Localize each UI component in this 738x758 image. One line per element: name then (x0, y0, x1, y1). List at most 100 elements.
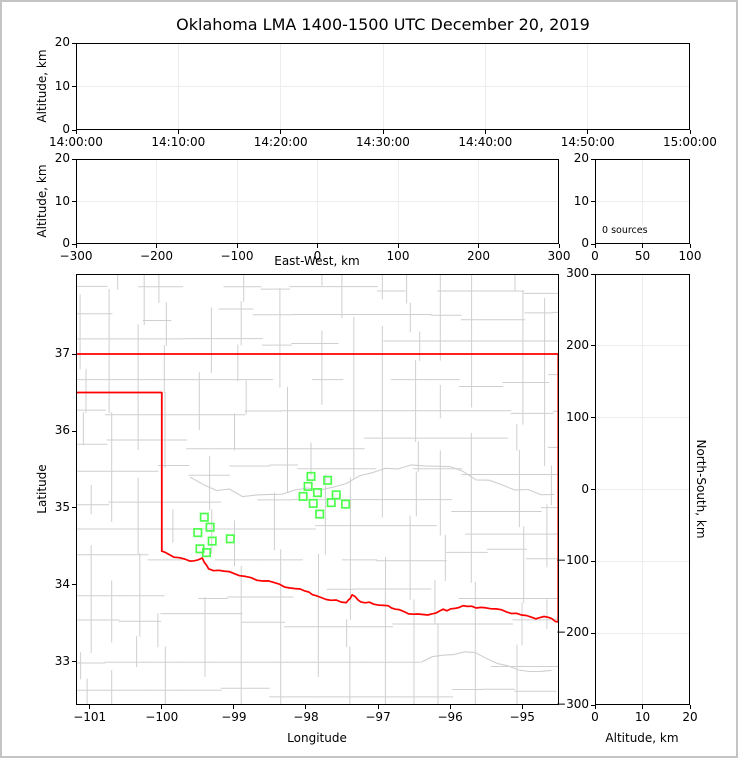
x-tick-mark (449, 705, 451, 709)
x-tick-mark (236, 244, 238, 248)
y-gridline (596, 345, 689, 347)
red-river-border (160, 550, 559, 623)
northsouth-height-panel (595, 274, 690, 705)
y-tick-mark (72, 243, 76, 245)
x-tick-label: 20 (682, 710, 698, 724)
x-tick-label: 14:40:00 (458, 135, 513, 149)
lma-station-marker (207, 536, 217, 546)
eastwest-xlabel: East-West, km (274, 254, 360, 268)
x-tick-label: 0 (313, 249, 322, 263)
x-tick-mark (161, 705, 163, 709)
y-tick-label: 34 (54, 576, 70, 591)
y-tick-mark (591, 489, 595, 490)
y-tick-mark (72, 158, 76, 160)
y-tick-label: 37 (54, 346, 70, 361)
x-tick-mark (382, 130, 384, 134)
x-tick-label: −99 (221, 710, 247, 724)
y-tick-mark (72, 661, 76, 663)
x-tick-label: −98 (293, 710, 319, 724)
x-tick-label: 14:20:00 (253, 135, 308, 149)
y-gridline (596, 632, 689, 634)
lma-station-marker (199, 512, 209, 522)
x-tick-label: −200 (140, 249, 173, 263)
lma-station-marker (205, 522, 215, 532)
lma-station-marker (303, 481, 313, 491)
y-tick-label: 33 (54, 653, 70, 668)
x-tick-label: 14:10:00 (151, 135, 206, 149)
x-tick-label: 15:00:00 (663, 135, 717, 149)
lma-station-marker (308, 498, 318, 508)
x-tick-label: 50 (634, 249, 651, 263)
x-tick-mark (305, 705, 307, 709)
y-tick-mark (72, 353, 76, 355)
y-tick-mark (72, 86, 76, 87)
lma-station-marker (341, 499, 351, 509)
y-tick-label: 20 (573, 151, 589, 165)
x-tick-mark (280, 130, 282, 134)
y-tick-label: 20 (54, 151, 70, 165)
y-gridline (77, 201, 558, 202)
lma-station-marker (326, 498, 336, 508)
y-tick-label: 0 (581, 481, 589, 496)
y-tick-label: 0 (62, 122, 70, 136)
x-tick-mark (558, 244, 560, 248)
panhandle-border (76, 391, 163, 553)
y-tick-label: 10 (54, 78, 70, 93)
x-tick-label: 14:00:00 (49, 135, 103, 149)
x-tick-mark (75, 244, 77, 248)
x-tick-label: 100 (678, 249, 702, 263)
x-tick-mark (377, 705, 379, 709)
y-tick-mark (591, 632, 595, 634)
eastwest-height-panel (76, 159, 559, 244)
x-tick-mark (594, 244, 596, 248)
y-tick-label: −200 (556, 625, 589, 640)
y-tick-label: −100 (556, 553, 589, 568)
x-tick-mark (156, 244, 157, 248)
x-tick-mark (177, 130, 179, 134)
y-tick-mark (591, 704, 595, 706)
lma-station-marker (193, 528, 203, 538)
x-tick-mark (587, 130, 589, 134)
x-tick-label: 0 (591, 249, 599, 263)
ns-height-xlabel: Altitude, km (605, 731, 679, 745)
river-gray (420, 651, 552, 673)
time-height-panel (76, 43, 690, 130)
x-tick-label: −101 (73, 710, 107, 724)
y-tick-mark (72, 584, 76, 586)
y-tick-mark (591, 201, 595, 202)
y-gridline (596, 489, 689, 490)
x-tick-mark (484, 130, 486, 134)
x-tick-mark (642, 705, 643, 709)
x-tick-label: 0 (591, 710, 599, 724)
y-tick-label: 0 (581, 236, 589, 250)
lma-station-marker (298, 491, 308, 501)
x-tick-label: −300 (59, 249, 93, 263)
y-tick-mark (591, 158, 595, 160)
y-tick-mark (72, 42, 76, 44)
map-frame (76, 274, 559, 705)
map-ylabel: Latitude (35, 464, 49, 514)
x-tick-label: −97 (365, 710, 391, 724)
x-tick-mark (689, 705, 691, 709)
y-tick-mark (591, 243, 595, 245)
altitude-histogram-panel (595, 159, 690, 244)
y-tick-mark (72, 129, 76, 131)
x-tick-mark (89, 705, 91, 709)
x-tick-mark (689, 130, 691, 134)
x-tick-mark (642, 244, 643, 248)
y-tick-label: −300 (556, 697, 589, 711)
y-tick-mark (591, 417, 595, 419)
y-tick-mark (72, 507, 76, 509)
x-tick-mark (233, 705, 235, 709)
figure-title: Oklahoma LMA 1400-1500 UTC December 20, … (176, 15, 590, 34)
x-tick-label: 100 (386, 249, 410, 263)
y-tick-mark (72, 430, 76, 432)
lma-station-marker (201, 548, 212, 558)
x-tick-label: −96 (437, 710, 463, 724)
y-tick-mark (591, 273, 595, 275)
lma-station-marker (323, 475, 333, 485)
y-tick-mark (591, 560, 595, 562)
x-tick-label: −100 (145, 710, 179, 724)
x-tick-mark (397, 244, 399, 248)
